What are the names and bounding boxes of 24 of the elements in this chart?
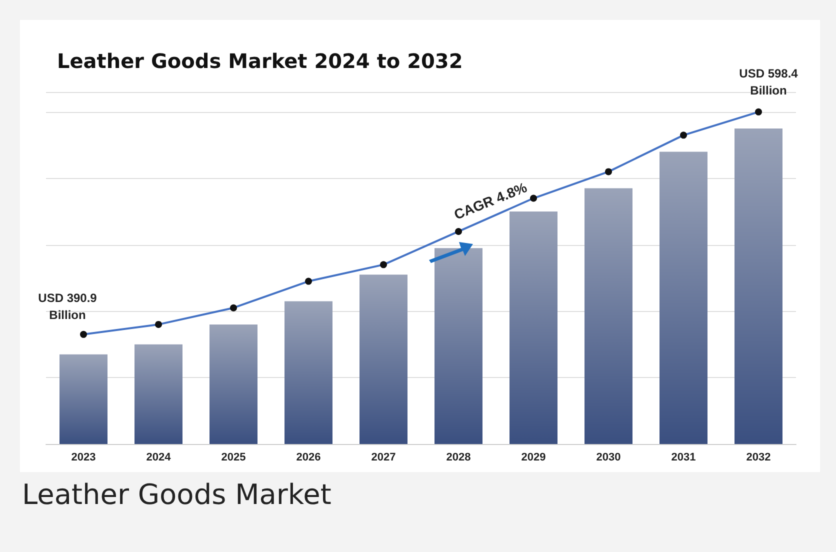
bar xyxy=(210,324,258,444)
bar xyxy=(134,344,182,444)
annotation: USD 390.9 Billion xyxy=(38,290,98,322)
chart-title: Leather Goods Market 2024 to 2032 xyxy=(57,49,463,73)
x-tick-label: 2023 xyxy=(71,452,96,464)
bar xyxy=(584,188,632,444)
x-tick-label: 2025 xyxy=(221,452,246,464)
annotation: CAGR 4.8% xyxy=(452,178,530,222)
x-tick-label: 2028 xyxy=(446,452,471,464)
x-tick-label: 2032 xyxy=(746,452,771,464)
bar xyxy=(734,128,782,444)
bar xyxy=(660,152,708,444)
bar xyxy=(60,354,108,444)
x-tick-label: 2031 xyxy=(671,452,696,464)
annotation: USD 598.4 Billion xyxy=(739,66,798,98)
x-tick-label: 2027 xyxy=(371,452,396,464)
x-tick-label: 2024 xyxy=(146,452,172,464)
text: Leather Goods Market xyxy=(22,478,332,511)
bar xyxy=(360,274,408,444)
x-tick-label: 2029 xyxy=(521,452,546,464)
bar xyxy=(510,212,558,444)
bar xyxy=(284,301,332,444)
x-tick-label: 2030 xyxy=(596,452,621,464)
x-tick-label: 2026 xyxy=(296,452,321,464)
